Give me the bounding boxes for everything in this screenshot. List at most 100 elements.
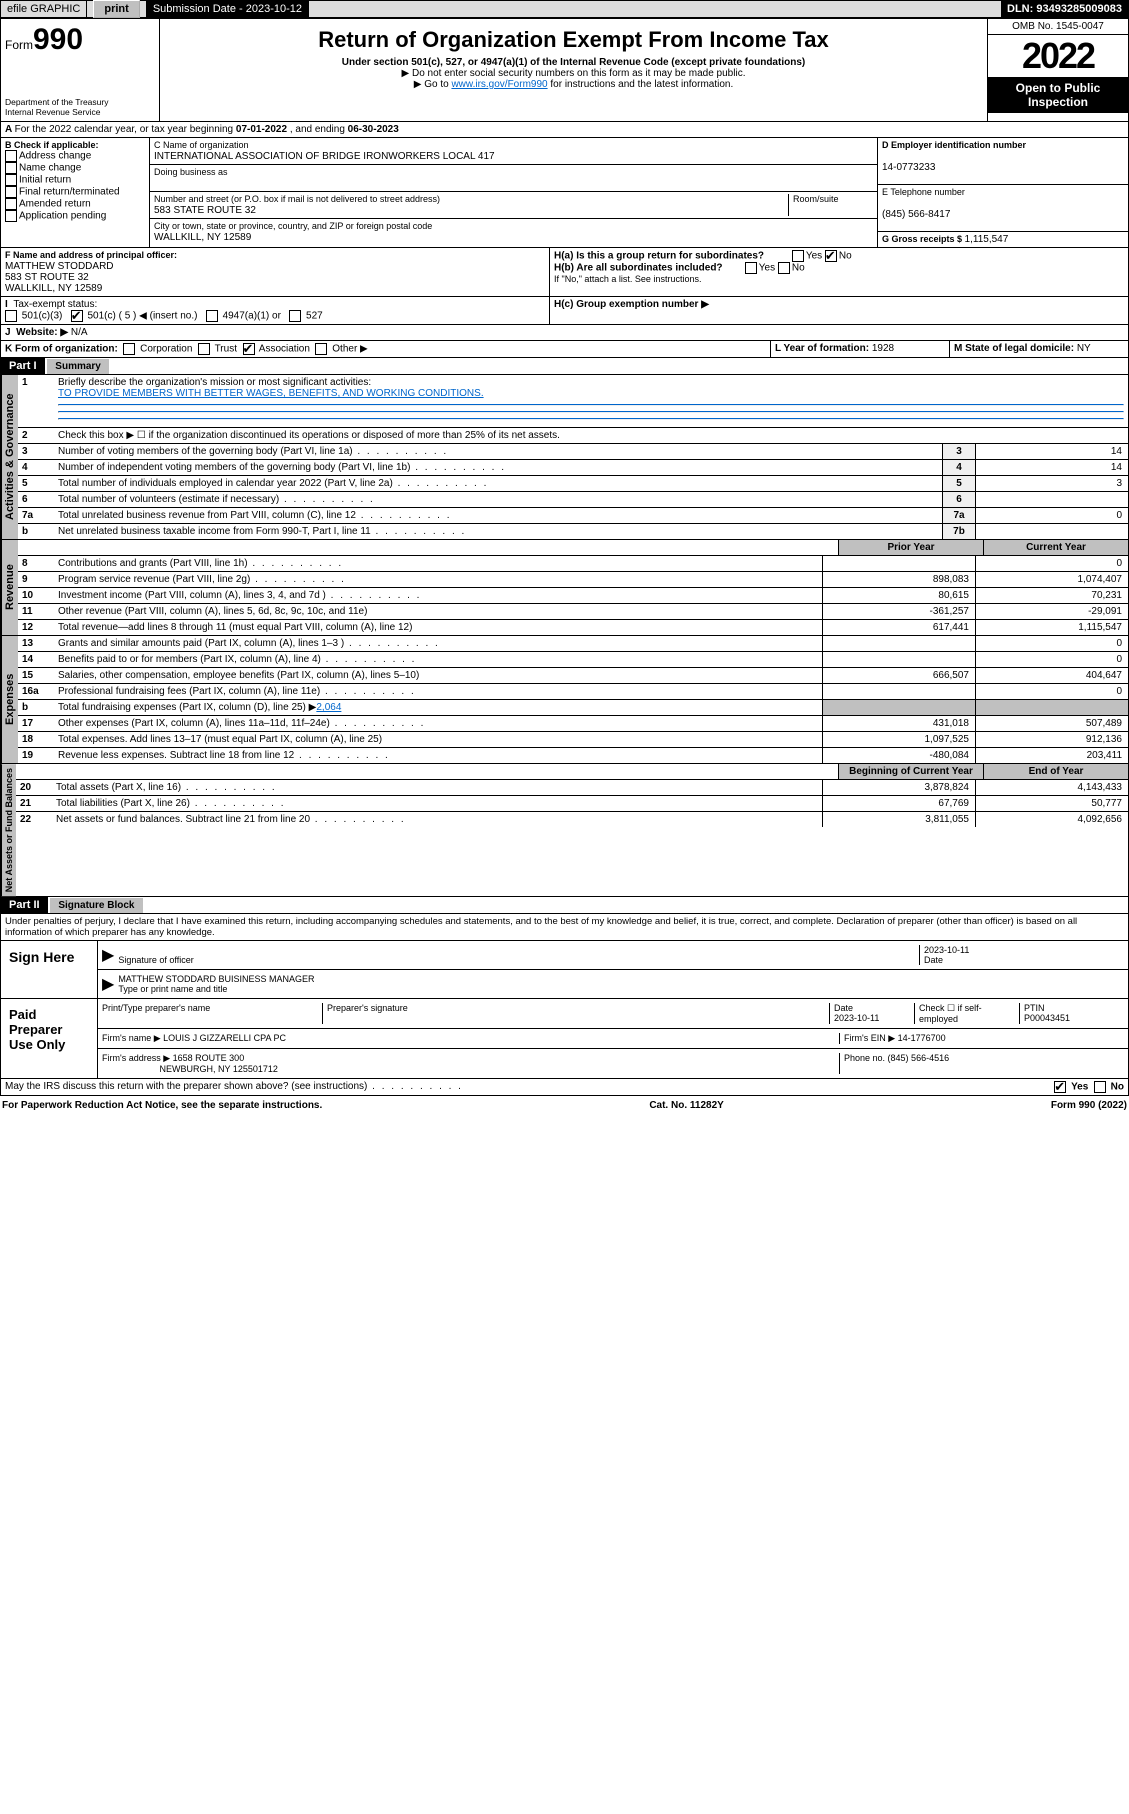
expenses-section: Expenses 13Grants and similar amounts pa… [0, 636, 1129, 764]
section-klm: K Form of organization: Corporation Trus… [0, 341, 1129, 358]
ptin-value: P00043451 [1024, 1013, 1070, 1023]
state-domicile: NY [1077, 343, 1091, 354]
l13p [822, 636, 975, 651]
check-pending[interactable]: Application pending [5, 210, 145, 222]
prep-phone: (845) 566-4516 [888, 1053, 950, 1063]
l7b-val [975, 524, 1128, 539]
hc-label: H(c) Group exemption number ▶ [554, 299, 709, 310]
irs-link[interactable]: www.irs.gov/Form990 [451, 79, 547, 90]
l15c: 404,647 [975, 668, 1128, 683]
subtitle-2: ▶ Do not enter social security numbers o… [164, 68, 983, 79]
date-label: Date [924, 955, 943, 965]
check-other[interactable] [315, 343, 327, 355]
officer-addr1: 583 ST ROUTE 32 [5, 272, 89, 283]
l7a-desc: Total unrelated business revenue from Pa… [54, 508, 942, 523]
l12c: 1,115,547 [975, 620, 1128, 635]
tax-exempt-label: Tax-exempt status: [13, 299, 97, 310]
f-label: F Name and address of principal officer: [5, 250, 177, 260]
website-label: Website: ▶ [16, 327, 68, 338]
check-assoc[interactable] [243, 343, 255, 355]
l12p: 617,441 [822, 620, 975, 635]
section-fh: F Name and address of principal officer:… [0, 248, 1129, 297]
street-label: Number and street (or P.O. box if mail i… [154, 194, 440, 204]
check-trust[interactable] [198, 343, 210, 355]
footer-left: For Paperwork Reduction Act Notice, see … [2, 1100, 322, 1111]
l11p: -361,257 [822, 604, 975, 619]
hb-question: H(b) Are all subordinates included? Yes … [554, 262, 1124, 274]
c-name-label: C Name of organization [154, 140, 249, 150]
org-name: INTERNATIONAL ASSOCIATION OF BRIDGE IRON… [154, 151, 495, 162]
firm-ein-label: Firm's EIN ▶ [844, 1033, 898, 1043]
l16ac: 0 [975, 684, 1128, 699]
section-j: J Website: ▶ N/A [0, 325, 1129, 341]
check-501c[interactable] [71, 310, 83, 322]
l6-val [975, 492, 1128, 507]
l22: Net assets or fund balances. Subtract li… [52, 812, 822, 827]
may-yes-check[interactable] [1054, 1081, 1066, 1093]
sig-arrow-icon-2: ▶ [102, 974, 114, 994]
check-corp[interactable] [123, 343, 135, 355]
l17: Other expenses (Part IX, column (A), lin… [54, 716, 822, 731]
sig-arrow-icon: ▶ [102, 945, 114, 965]
l10p: 80,615 [822, 588, 975, 603]
l10: Investment income (Part VIII, column (A)… [54, 588, 822, 603]
l12: Total revenue—add lines 8 through 11 (mu… [54, 620, 822, 635]
l8c: 0 [975, 556, 1128, 571]
l19c: 203,411 [975, 748, 1128, 763]
l7b-desc: Net unrelated business taxable income fr… [54, 524, 942, 539]
l4-desc: Number of independent voting members of … [54, 460, 942, 475]
prep-name-label: Print/Type preparer's name [102, 1003, 210, 1013]
part1-header: Part I [1, 358, 45, 374]
k-label: K Form of organization: [5, 344, 118, 355]
city-value: WALLKILL, NY 12589 [154, 232, 251, 243]
l18: Total expenses. Add lines 13–17 (must eq… [54, 732, 822, 747]
ptin-label: PTIN [1024, 1003, 1045, 1013]
l15: Salaries, other compensation, employee b… [54, 668, 822, 683]
check-initial-return[interactable]: Initial return [5, 174, 145, 186]
check-amended[interactable]: Amended return [5, 198, 145, 210]
dba-label: Doing business as [154, 167, 228, 177]
print-button[interactable]: print [93, 0, 139, 18]
l2-desc: Check this box ▶ ☐ if the organization d… [54, 428, 1128, 443]
activities-governance: Activities & Governance 1Briefly describ… [0, 375, 1129, 540]
dln-value: 93493285009083 [1036, 3, 1122, 15]
check-4947[interactable] [206, 310, 218, 322]
l3-val: 14 [975, 444, 1128, 459]
l14: Benefits paid to or for members (Part IX… [54, 652, 822, 667]
subtitle-3: ▶ Go to www.irs.gov/Form990 for instruct… [164, 79, 983, 90]
l7a-val: 0 [975, 508, 1128, 523]
firm-name: LOUIS J GIZZARELLI CPA PC [163, 1033, 286, 1043]
l14p [822, 652, 975, 667]
firm-addr-label: Firm's address ▶ [102, 1053, 173, 1063]
firm-addr2: NEWBURGH, NY 125501712 [160, 1064, 278, 1074]
check-501c3[interactable] [5, 310, 17, 322]
sig-officer-label: Signature of officer [118, 955, 193, 965]
check-527[interactable] [289, 310, 301, 322]
revenue-section: Revenue Prior YearCurrent Year 8Contribu… [0, 540, 1129, 636]
form-header: Form990 Department of the Treasury Inter… [0, 18, 1129, 122]
self-employed-check[interactable]: Check ☐ if self-employed [914, 1003, 1019, 1024]
year-formation: 1928 [872, 343, 894, 354]
check-name-change[interactable]: Name change [5, 162, 145, 174]
tab-expenses: Expenses [1, 636, 18, 763]
l1-desc: Briefly describe the organization's miss… [58, 377, 371, 388]
efile-topbar: efile GRAPHIC print Submission Date - 20… [0, 0, 1129, 18]
street-value: 583 STATE ROUTE 32 [154, 205, 256, 216]
part1-title: Summary [47, 359, 109, 374]
check-final-return[interactable]: Final return/terminated [5, 186, 145, 198]
submission-date: 2023-10-12 [246, 3, 302, 15]
firm-name-label: Firm's name ▶ [102, 1033, 163, 1043]
l9: Program service revenue (Part VIII, line… [54, 572, 822, 587]
website-value: N/A [71, 327, 88, 338]
l19: Revenue less expenses. Subtract line 18 … [54, 748, 822, 763]
current-year-hdr: Current Year [983, 540, 1128, 555]
firm-ein: 14-1776700 [898, 1033, 946, 1043]
l11c: -29,091 [975, 604, 1128, 619]
form-title: Return of Organization Exempt From Incom… [164, 27, 983, 53]
l16a: Professional fundraising fees (Part IX, … [54, 684, 822, 699]
eoy-hdr: End of Year [983, 764, 1128, 779]
l21c: 50,777 [975, 796, 1128, 811]
check-address-change[interactable]: Address change [5, 150, 145, 162]
may-no-check[interactable] [1094, 1081, 1106, 1093]
h-note: If "No," attach a list. See instructions… [554, 274, 1124, 284]
